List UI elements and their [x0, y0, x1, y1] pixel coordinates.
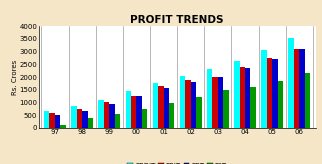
Bar — [131, 96, 137, 128]
Bar — [158, 86, 164, 128]
Bar — [137, 96, 142, 128]
Bar — [44, 111, 50, 128]
Bar — [50, 113, 55, 128]
Bar — [223, 90, 229, 128]
Bar — [294, 49, 299, 128]
Bar — [115, 114, 120, 128]
Bar — [77, 109, 82, 128]
Bar — [60, 125, 66, 128]
Bar — [207, 70, 213, 128]
Bar — [213, 77, 218, 128]
Bar — [305, 72, 310, 128]
Bar — [142, 109, 147, 128]
Bar — [234, 61, 240, 128]
Bar — [153, 83, 158, 128]
Bar — [299, 49, 305, 128]
Bar — [218, 77, 223, 128]
Title: PROFIT TRENDS: PROFIT TRENDS — [130, 15, 224, 25]
Bar — [191, 82, 196, 128]
Bar — [98, 100, 104, 128]
Bar — [261, 50, 267, 128]
Bar — [169, 103, 175, 128]
Legend: PBDIT, PBIT, PBT, PAT: PBDIT, PBIT, PBT, PAT — [125, 160, 230, 164]
Bar — [88, 118, 93, 128]
Bar — [180, 76, 185, 128]
Bar — [104, 102, 109, 128]
Bar — [82, 111, 88, 128]
Bar — [164, 88, 169, 128]
Bar — [71, 106, 77, 128]
Bar — [109, 104, 115, 128]
Bar — [196, 97, 202, 128]
Y-axis label: Rs. Crores: Rs. Crores — [12, 60, 18, 95]
Bar — [245, 68, 251, 128]
Bar — [278, 81, 283, 128]
Bar — [185, 80, 191, 128]
Bar — [272, 59, 278, 128]
Bar — [55, 115, 60, 128]
Bar — [251, 87, 256, 128]
Bar — [267, 58, 272, 128]
Bar — [240, 67, 245, 128]
Bar — [126, 91, 131, 128]
Bar — [289, 38, 294, 128]
